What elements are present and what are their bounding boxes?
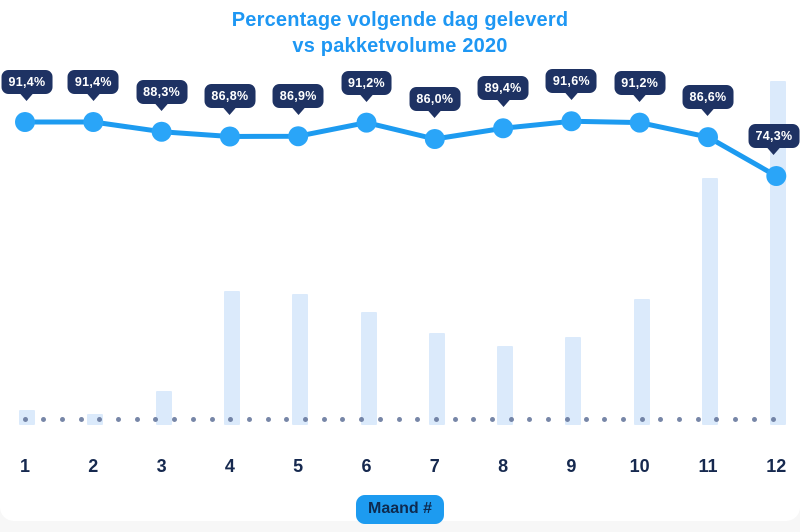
baseline-dot [471, 417, 477, 422]
baseline-dot [265, 417, 271, 422]
percentage-line [22, 118, 779, 179]
volume-bar-month-6 [360, 312, 377, 425]
x-tick-month-6: 6 [361, 456, 372, 476]
baseline-dot [246, 417, 252, 422]
x-tick-month-2: 2 [88, 456, 99, 476]
value-badge-month-9: 91,6% [545, 69, 597, 94]
baseline-dot [321, 417, 327, 422]
data-point-month-2 [83, 112, 104, 132]
baseline-dot [677, 417, 682, 422]
value-badge-month-2: 91,4% [67, 69, 119, 94]
baseline-dot [340, 417, 346, 422]
baseline-dot [433, 417, 439, 422]
x-tick-month-7: 7 [429, 456, 440, 476]
baseline-dot [377, 417, 383, 422]
data-point-month-4 [219, 126, 240, 147]
volume-bar-month-11 [702, 178, 718, 425]
baseline-dot [190, 417, 196, 422]
baseline-dot [452, 417, 458, 422]
x-tick-month-12: 12 [766, 456, 787, 476]
x-tick-month-4: 4 [224, 456, 235, 476]
x-tick-month-10: 10 [629, 456, 650, 476]
value-badge-month-1: 91,4% [1, 69, 53, 94]
x-tick-month-1: 1 [19, 456, 31, 476]
volume-bar-month-9 [565, 337, 582, 425]
data-point-month-6 [356, 112, 377, 133]
baseline-dot [490, 417, 495, 422]
baseline-dot [527, 417, 533, 422]
baseline-dot [751, 417, 757, 422]
chart-card [0, 0, 800, 521]
baseline-dot [59, 417, 65, 422]
x-axis-label: Maand # [367, 500, 433, 517]
baseline-dot [396, 417, 402, 422]
volume-bar-month-10 [633, 299, 650, 425]
data-point-month-7 [424, 129, 445, 149]
volume-bar-month-4 [223, 291, 240, 425]
value-badge-month-3: 88,3% [136, 79, 188, 104]
value-badge-month-5: 86,9% [272, 84, 324, 109]
value-badge-month-6: 91,2% [341, 70, 392, 95]
baseline-dot [359, 417, 365, 422]
baseline-dot [714, 417, 720, 422]
baseline-dot [602, 417, 608, 422]
baseline-dot [172, 417, 178, 422]
x-tick-month-5: 5 [293, 456, 304, 476]
value-badge-month-4: 86,8% [204, 84, 256, 109]
value-badge-month-8: 89,4% [477, 76, 529, 101]
baseline-dot [209, 417, 215, 422]
baseline-dot [97, 417, 103, 422]
data-point-month-10 [629, 112, 650, 133]
baseline-dot [415, 417, 421, 422]
baseline-dot [583, 417, 589, 422]
baseline-dot [639, 417, 645, 422]
baseline-dot [303, 417, 308, 422]
baseline-dot [564, 417, 570, 422]
baseline-dot [22, 417, 28, 422]
x-tick-month-11: 11 [698, 456, 718, 476]
x-axis-label-badge: Maand # [355, 495, 445, 524]
data-point-month-12 [766, 166, 787, 186]
baseline-dot [153, 417, 159, 422]
data-point-month-5 [288, 126, 309, 147]
baseline-dot [695, 417, 701, 422]
baseline-dot [134, 417, 140, 422]
baseline-dot [620, 417, 626, 422]
x-tick-month-9: 9 [566, 456, 577, 476]
x-tick-month-3: 3 [156, 456, 167, 476]
baseline-dot [508, 417, 514, 422]
volume-bar-month-5 [292, 294, 309, 425]
value-badge-month-7: 86,0% [409, 87, 461, 111]
baseline-dot [116, 417, 121, 422]
baseline-dot [78, 417, 84, 422]
volume-bar-month-7 [428, 333, 445, 425]
baseline-dot [658, 417, 664, 422]
baseline-dot [546, 417, 552, 422]
baseline-dot [284, 417, 290, 422]
chart-title-line2: vs pakketvolume 2020 [292, 35, 508, 57]
chart-title: Percentage volgende dag geleverd vs pakke… [0, 7, 800, 59]
value-badge-month-12: 74,3% [748, 123, 800, 148]
baseline-dot [733, 417, 739, 422]
data-point-month-8 [493, 118, 514, 139]
data-point-month-1 [15, 112, 35, 132]
volume-bar-month-3 [155, 391, 172, 425]
data-point-month-3 [151, 121, 172, 142]
x-tick-month-8: 8 [498, 456, 509, 476]
baseline-dot [228, 417, 234, 422]
baseline-dot [41, 417, 47, 422]
chart-title-line1: Percentage volgende dag geleverd [231, 9, 569, 31]
data-point-month-11 [698, 127, 718, 148]
volume-bar-month-8 [497, 346, 514, 425]
baseline-dot [770, 417, 776, 422]
data-point-month-9 [561, 111, 582, 132]
value-badge-month-10: 91,2% [614, 70, 666, 95]
value-badge-month-11: 86,6% [682, 85, 734, 110]
volume-bar-month-2 [87, 414, 104, 425]
